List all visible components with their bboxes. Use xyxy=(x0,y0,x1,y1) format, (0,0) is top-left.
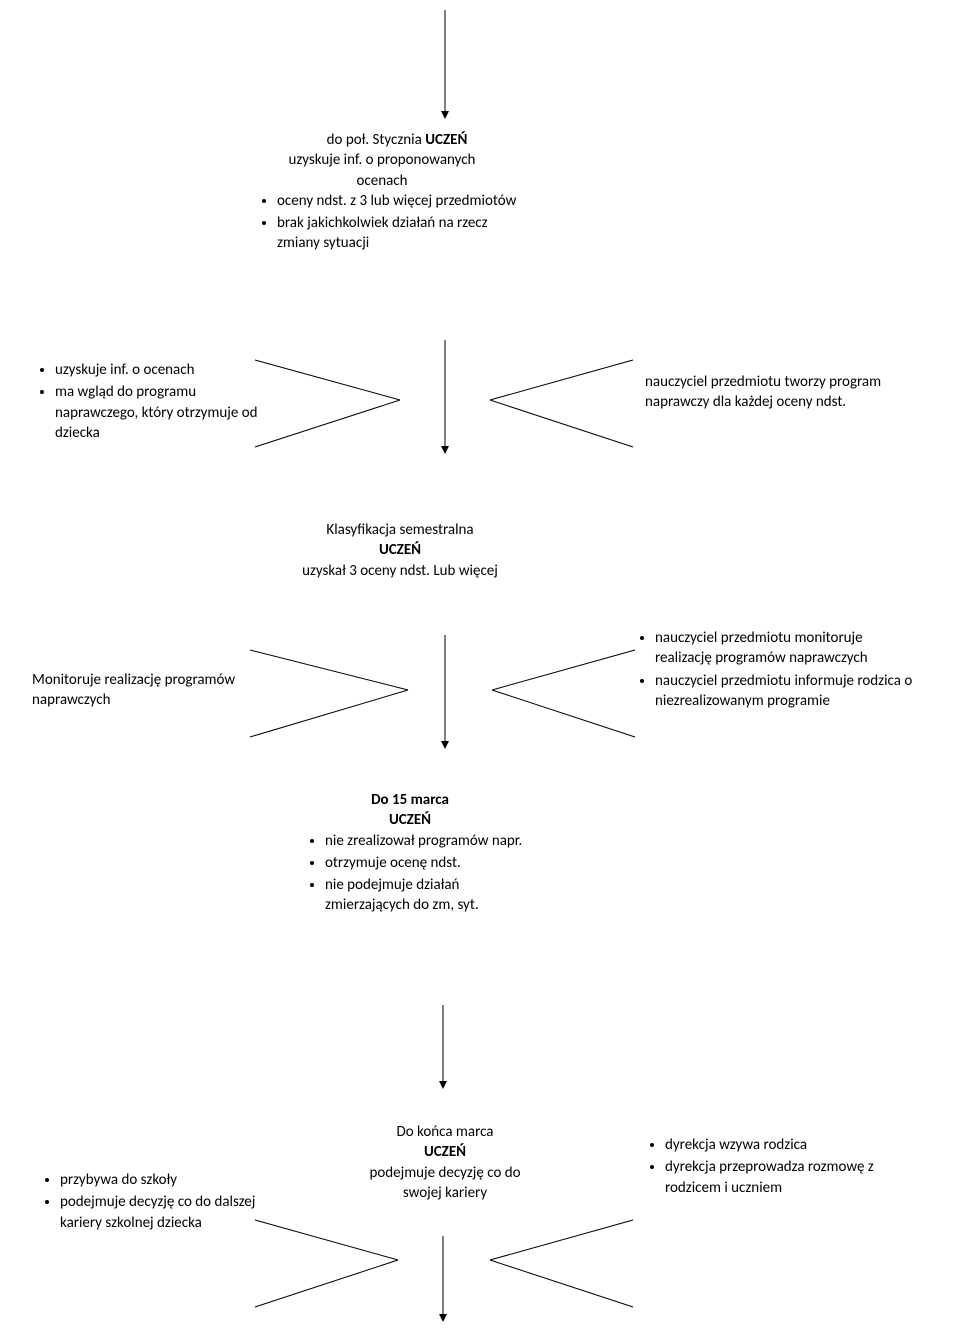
n5-b1: otrzymuje ocenę ndst. xyxy=(325,853,540,873)
node-teacher-monitors: nauczyciel przedmiotu monitoruje realiza… xyxy=(640,628,920,713)
node-direction: dyrekcja wzywa rodzica dyrekcja przeprow… xyxy=(650,1135,910,1200)
n2l-b0: uzyskuje inf. o ocenach xyxy=(55,360,260,380)
n5-l2: UCZEŃ xyxy=(280,810,540,830)
n1-l2: uzyskuje inf. o proponowanych xyxy=(232,150,532,170)
n2l-b1: ma wgląd do programu naprawczego, który … xyxy=(55,382,260,443)
n1-b0: oceny ndst. z 3 lub więcej przedmiotów xyxy=(277,191,532,211)
n6r-b1: dyrekcja przeprowadza rozmowę z rodzicem… xyxy=(665,1157,910,1198)
node-march15: Do 15 marca UCZEŃ nie zrealizował progra… xyxy=(280,790,540,918)
n3-l3: uzyskał 3 oceny ndst. Lub więcej xyxy=(270,561,530,581)
n1-l3: ocenach xyxy=(232,171,532,191)
n1-b1: brak jakichkolwiek działań na rzecz zmia… xyxy=(277,213,532,254)
n5-b0: nie zrealizował programów napr. xyxy=(325,831,540,851)
n6l-b1: podejmuje decyzję co do dalszej kariery … xyxy=(60,1192,275,1233)
n4l-text: Monitoruje realizację programów naprawcz… xyxy=(32,670,242,711)
node-teacher-program: nauczyciel przedmiotu tworzy program nap… xyxy=(645,372,895,413)
n6c-l4: swojej kariery xyxy=(330,1183,560,1203)
node-monitors: Monitoruje realizację programów naprawcz… xyxy=(32,670,242,711)
n6r-b0: dyrekcja wzywa rodzica xyxy=(665,1135,910,1155)
node-parent-info: uzyskuje inf. o ocenach ma wgląd do prog… xyxy=(40,360,260,445)
n6c-l2: UCZEŃ xyxy=(330,1142,560,1162)
n4r-b0: nauczyciel przedmiotu monitoruje realiza… xyxy=(655,628,920,669)
n4r-b1: nauczyciel przedmiotu informuje rodzica … xyxy=(655,671,920,712)
n6c-l1: Do końca marca xyxy=(330,1122,560,1142)
n1-prefix: do poł. Stycznia xyxy=(327,131,426,149)
n6c-l3: podejmuje decyzję co do xyxy=(330,1163,560,1183)
node-january: do poł. Stycznia UCZEŃ uzyskuje inf. o p… xyxy=(232,130,532,256)
node-parent-school: przybywa do szkoły podejmuje decyzję co … xyxy=(45,1170,275,1235)
n5-l1: Do 15 marca xyxy=(280,790,540,810)
n5-b2: nie podejmuje działań zmierzających do z… xyxy=(325,875,540,916)
n6l-b0: przybywa do szkoły xyxy=(60,1170,275,1190)
n2r-text: nauczyciel przedmiotu tworzy program nap… xyxy=(645,372,895,413)
n3-l1: Klasyfikacja semestralna xyxy=(270,520,530,540)
node-classification: Klasyfikacja semestralna UCZEŃ uzyskał 3… xyxy=(270,520,530,581)
n3-l2: UCZEŃ xyxy=(270,540,530,560)
n1-bold: UCZEŃ xyxy=(425,131,467,149)
node-end-march: Do końca marca UCZEŃ podejmuje decyzję c… xyxy=(330,1122,560,1203)
